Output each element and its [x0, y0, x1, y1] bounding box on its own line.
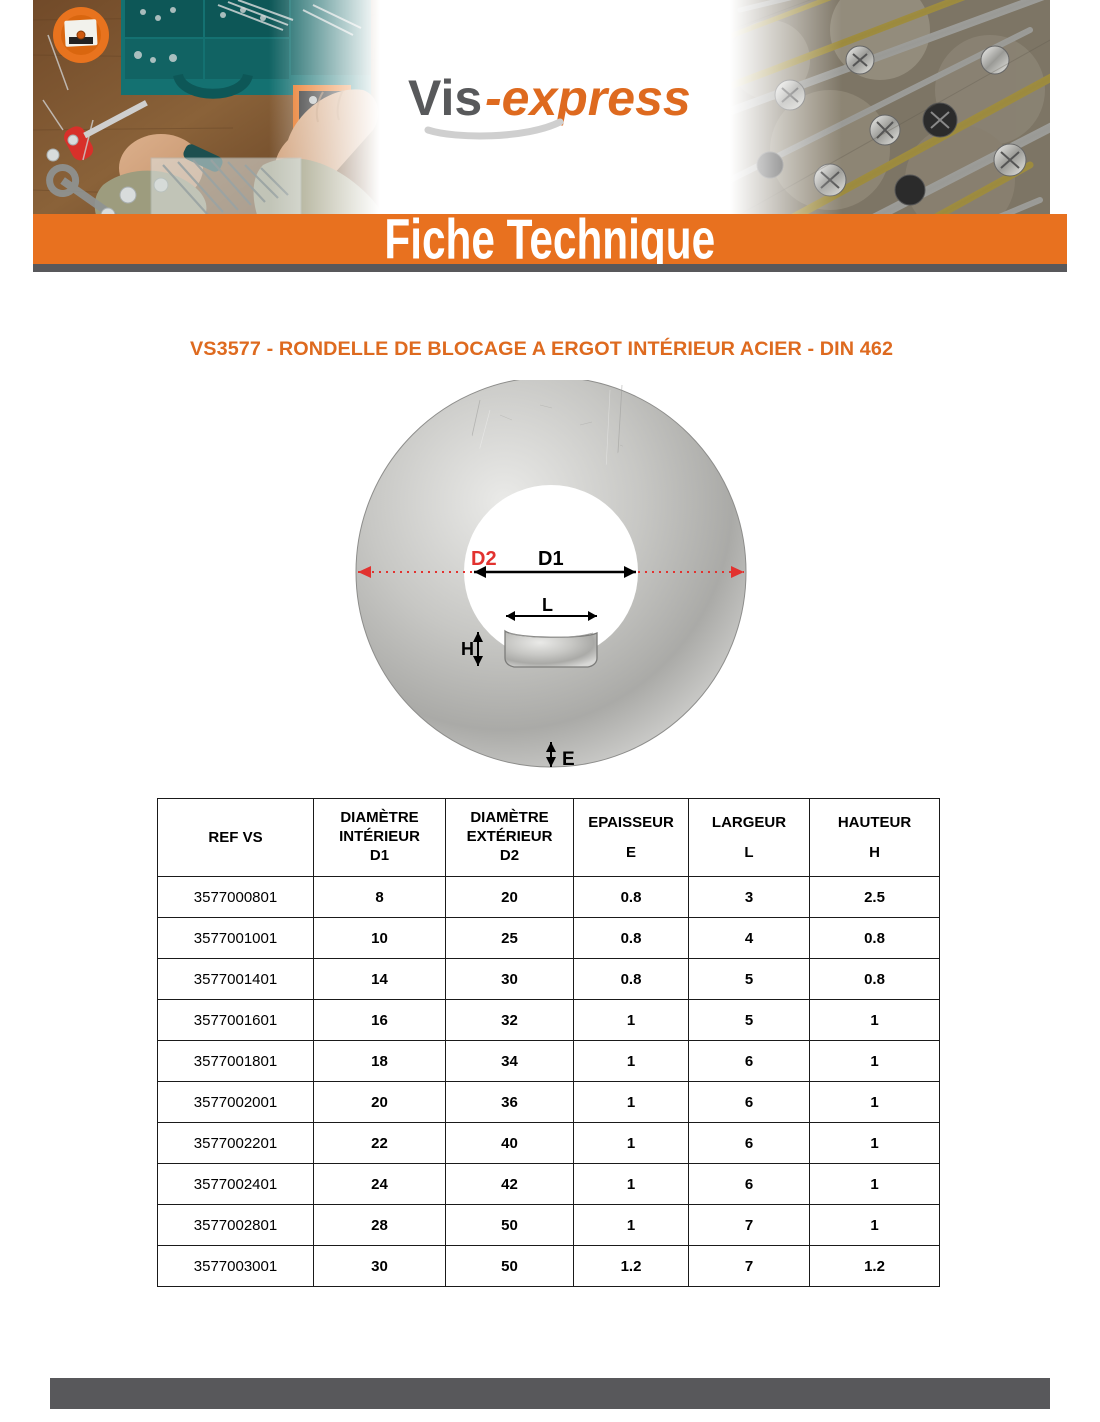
- svg-text:D1: D1: [538, 548, 564, 570]
- svg-text:-express: -express: [485, 70, 691, 126]
- svg-text:H: H: [461, 639, 474, 659]
- svg-text:L: L: [542, 595, 553, 615]
- svg-text:D2: D2: [471, 548, 497, 570]
- svg-text:E: E: [562, 749, 575, 770]
- svg-text:Vis: Vis: [408, 70, 482, 126]
